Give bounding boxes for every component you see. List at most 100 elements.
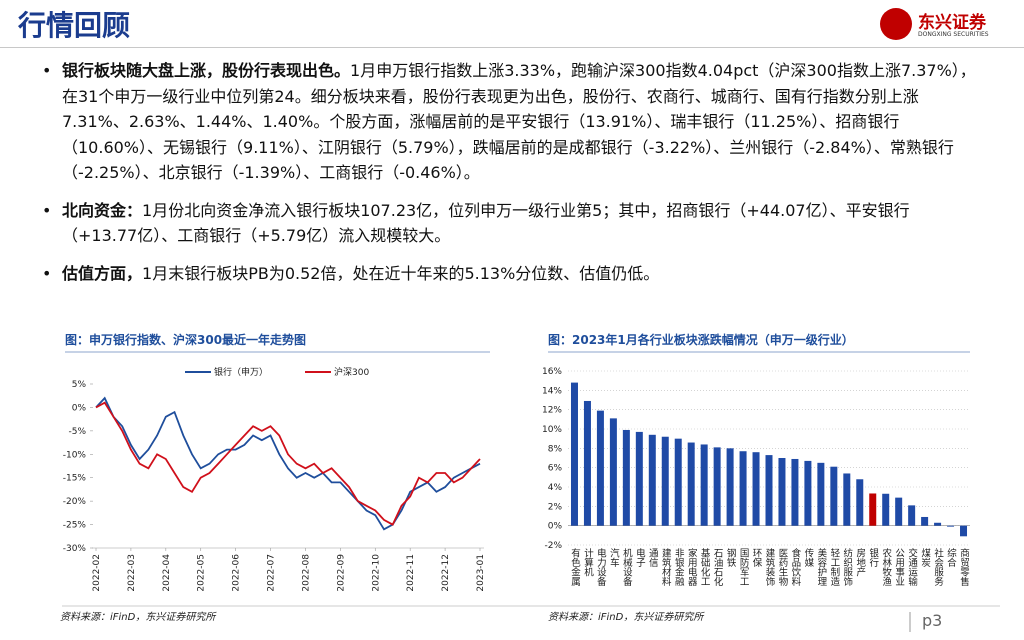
x-tick-label: 基础化工 xyxy=(699,547,711,586)
y-tick-label: 2% xyxy=(548,502,563,512)
bar xyxy=(726,448,734,526)
bar xyxy=(687,442,695,526)
x-tick-label: 商贸零售 xyxy=(958,547,970,587)
bar xyxy=(596,410,604,526)
x-tick-label: 社会服务 xyxy=(932,547,944,587)
x-tick-label: 通信 xyxy=(647,548,659,568)
bar xyxy=(765,455,773,526)
y-tick-label: 5% xyxy=(72,380,87,390)
x-tick-label: 美容护理 xyxy=(815,547,827,586)
bar xyxy=(817,462,825,526)
x-tick-label: 2022-05 xyxy=(197,554,207,592)
bar xyxy=(635,431,643,526)
x-tick-label: 农林牧渔 xyxy=(880,547,892,586)
x-tick-label: 2022-11 xyxy=(406,554,416,592)
bullet-lead: 银行板块随大盘上涨，股份行表现出色。 xyxy=(62,61,351,80)
x-tick-label: 电子 xyxy=(634,547,646,567)
bar xyxy=(843,473,851,526)
x-tick-label: 2022-04 xyxy=(162,554,172,592)
x-tick-label: 建筑装饰 xyxy=(764,547,776,587)
source: 资料来源：iFinD，东兴证券研究所 xyxy=(60,611,217,623)
x-tick-label: 轻工制造 xyxy=(828,547,840,587)
x-tick-label: 煤炭 xyxy=(919,547,931,568)
x-tick-label: 综合 xyxy=(945,547,957,568)
x-tick-label: 银行 xyxy=(867,547,879,568)
bar xyxy=(648,434,656,526)
x-tick-label: 房地产 xyxy=(854,547,866,577)
y-tick-label: -30% xyxy=(63,544,87,554)
bullet: 北向资金：1月份北向资金净流入银行板块107.23亿，位列申万一级行业第5；其中… xyxy=(40,198,980,249)
bar xyxy=(661,436,669,526)
legend-label: 银行（申万） xyxy=(214,366,268,378)
chart-title: 图：申万银行指数、沪深300最近一年走势图 xyxy=(65,332,306,347)
chart-title: 图：2023年1月各行业板块涨跌幅情况（申万一级行业） xyxy=(548,332,854,347)
bar xyxy=(895,497,903,526)
y-tick-label: 8% xyxy=(548,444,563,454)
logo-mark xyxy=(880,8,912,40)
y-tick-label: 0% xyxy=(548,522,563,532)
bullets: 银行板块随大盘上涨，股份行表现出色。1月申万银行指数上涨3.33%，跑输沪深30… xyxy=(40,58,980,298)
line-series xyxy=(95,401,481,526)
bar xyxy=(947,525,955,527)
bar xyxy=(869,493,877,526)
y-tick-label: 10% xyxy=(542,425,562,435)
bar xyxy=(752,452,760,526)
x-tick-label: 非银金融 xyxy=(673,547,685,587)
bar xyxy=(778,458,786,526)
bar xyxy=(674,438,682,526)
title: 行情回顾 xyxy=(18,9,131,42)
bullet-text: 1月份北向资金净流入银行板块107.23亿，位列申万一级行业第5；其中，招商银行… xyxy=(62,200,910,246)
x-tick-label: 2022-07 xyxy=(267,554,277,592)
y-tick-label: 16% xyxy=(542,367,562,377)
bullet: 银行板块随大盘上涨，股份行表现出色。1月申万银行指数上涨3.33%，跑输沪深30… xyxy=(40,58,980,186)
x-tick-label: 2022-12 xyxy=(441,554,451,592)
bar xyxy=(830,466,838,526)
legend-label: 沪深300 xyxy=(334,366,369,378)
bar xyxy=(921,516,929,526)
x-tick-label: 建筑材料 xyxy=(660,547,672,587)
bar xyxy=(739,451,747,526)
bullet-lead: 估值方面， xyxy=(62,263,143,283)
header-rule xyxy=(0,47,1024,48)
x-tick-label: 交通运输 xyxy=(906,547,918,587)
bullet-text: 1月申万银行指数上涨3.33%，跑输沪深300指数4.04pct（沪深300指数… xyxy=(62,61,976,182)
x-tick-label: 电力设备 xyxy=(595,547,607,587)
x-tick-label: 2022-03 xyxy=(127,554,137,592)
x-tick-label: 有色金属 xyxy=(569,547,581,587)
x-tick-label: 公用事业 xyxy=(893,548,905,586)
bar xyxy=(713,447,721,526)
x-tick-label: 食品饮料 xyxy=(789,547,801,587)
x-tick-label: 2022-02 xyxy=(92,554,102,592)
x-tick-label: 机械设备 xyxy=(621,547,633,587)
bullet-text: 1月末银行板块PB为0.52倍，处在近十年来的5.13%分位数、估值仍低。 xyxy=(142,263,660,283)
bar xyxy=(609,418,617,526)
bar xyxy=(570,382,578,526)
bar xyxy=(856,479,864,526)
logo-text-en: DONGXING SECURITIES xyxy=(918,31,989,38)
y-tick-label: 12% xyxy=(542,406,562,416)
x-tick-label: 钢铁 xyxy=(725,547,737,568)
x-tick-label: 计算机 xyxy=(582,547,594,577)
bar xyxy=(791,458,799,526)
bar xyxy=(908,505,916,526)
bar xyxy=(804,460,812,526)
x-tick-label: 2023-01 xyxy=(476,554,486,592)
y-tick-label: 4% xyxy=(548,483,563,493)
x-tick-label: 医药生物 xyxy=(776,548,788,587)
x-tick-label: 传媒 xyxy=(802,547,814,568)
y-tick-label: -15% xyxy=(63,474,87,484)
logo: 东兴证券 DONGXING SECURITIES xyxy=(880,6,1020,44)
x-tick-label: 2022-09 xyxy=(336,554,346,592)
x-tick-label: 2022-10 xyxy=(371,554,381,592)
y-tick-label: -5% xyxy=(68,427,86,437)
page-number: p3 xyxy=(922,611,942,630)
source: 资料来源：iFinD，东兴证券研究所 xyxy=(548,611,705,623)
x-tick-label: 2022-06 xyxy=(232,554,242,592)
x-tick-label: 纺织服饰 xyxy=(841,547,853,587)
x-tick-label: 石油石化 xyxy=(712,548,724,587)
x-tick-label: 汽车 xyxy=(608,547,620,568)
y-tick-label: -2% xyxy=(544,541,562,551)
bullet-lead: 北向资金： xyxy=(62,200,143,220)
logo-text: 东兴证券 xyxy=(918,13,986,33)
